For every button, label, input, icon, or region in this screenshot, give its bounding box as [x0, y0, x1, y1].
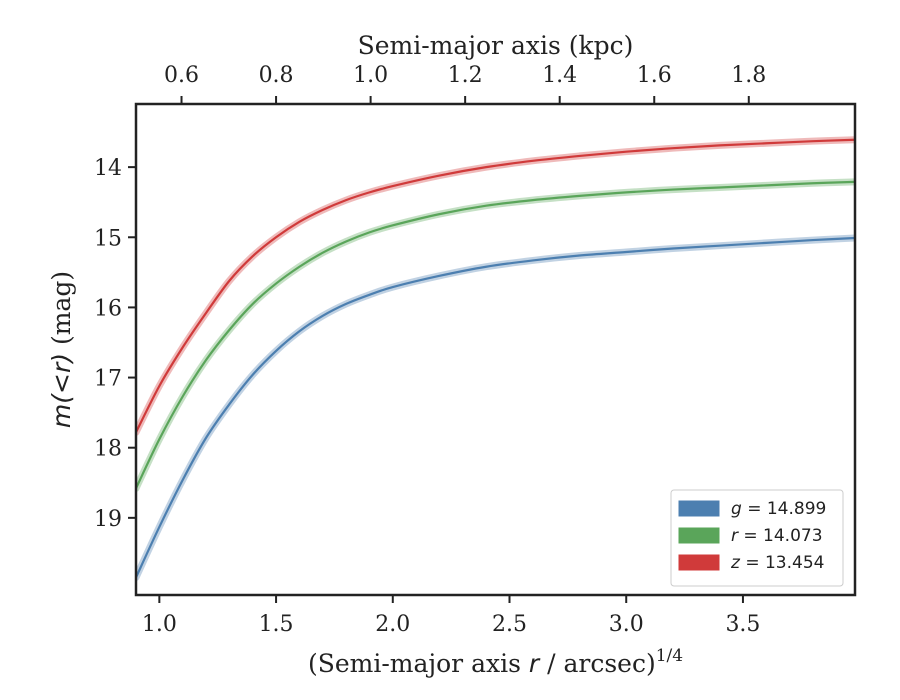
- x2-tick-label: 1.8: [731, 63, 766, 88]
- legend-value-z: = 13.454: [740, 553, 825, 573]
- y-tick-label: 14: [94, 156, 122, 181]
- legend-swatch-r: [678, 527, 720, 544]
- x-tick-label: 1.0: [142, 612, 177, 637]
- plot-frame: [134, 102, 857, 597]
- legend-value-r: = 14.073: [738, 526, 823, 546]
- x2-tick-label: 1.2: [448, 63, 483, 88]
- y-tick-label: 19: [94, 507, 122, 532]
- x-tick-label: 2.0: [375, 612, 410, 637]
- x-axis-label: (Semi-major axis r / arcsec)1/4: [308, 646, 683, 678]
- y-axis-label-unit: (mag): [47, 271, 76, 353]
- x-tick-label: 2.5: [492, 612, 527, 637]
- legend-label-r: r = 14.073: [731, 526, 823, 546]
- series-r-band: [136, 178, 855, 492]
- x-tick-label: 1.5: [259, 612, 294, 637]
- y-tick-label: 18: [94, 437, 122, 462]
- x2-tick-label: 1.4: [542, 63, 577, 88]
- series-g-line: [136, 236, 855, 579]
- series-layer: [136, 136, 855, 581]
- series-r-line: [136, 180, 855, 490]
- legend-var-g: g: [731, 499, 742, 519]
- x-axis-label-sup: 1/4: [656, 646, 683, 666]
- legend-label-g: g = 14.899: [731, 499, 826, 519]
- y-tick-label: 15: [94, 226, 122, 251]
- x-axis-label-var: r: [529, 649, 541, 678]
- x-tick-label: 3.5: [725, 612, 760, 637]
- x2-tick-label: 0.8: [259, 63, 294, 88]
- x-axis-label-prefix: (Semi-major axis: [308, 649, 529, 678]
- y-tick-label: 16: [94, 296, 122, 321]
- top-axis-label: Semi-major axis (kpc): [358, 31, 634, 60]
- ticks-layer: 1.0 1.5 2.0 2.5 3.0 3.5 0.6 0.8 1.0 1.2 1.4 1.6 1.8 1…: [94, 63, 766, 637]
- legend-var-z: z: [730, 553, 741, 573]
- legend-var-r: r: [731, 526, 739, 546]
- legend-value-g: = 14.899: [742, 499, 827, 519]
- series-z-line: [136, 138, 855, 434]
- legend-swatch-z: [678, 554, 720, 571]
- x2-tick-label: 1.0: [353, 63, 388, 88]
- x2-tick-label: 0.6: [164, 63, 199, 88]
- legend-label-z: z = 13.454: [730, 553, 824, 573]
- legend-swatch-g: [678, 500, 720, 517]
- x2-tick-label: 1.6: [637, 63, 672, 88]
- x-tick-label: 3.0: [609, 612, 644, 637]
- y-tick-label: 17: [94, 367, 122, 392]
- x-axis-label-mid: / arcsec): [539, 649, 656, 678]
- y-axis-label: m(<r) (mag): [47, 271, 76, 428]
- y-axis-label-math: m(<r): [47, 353, 76, 428]
